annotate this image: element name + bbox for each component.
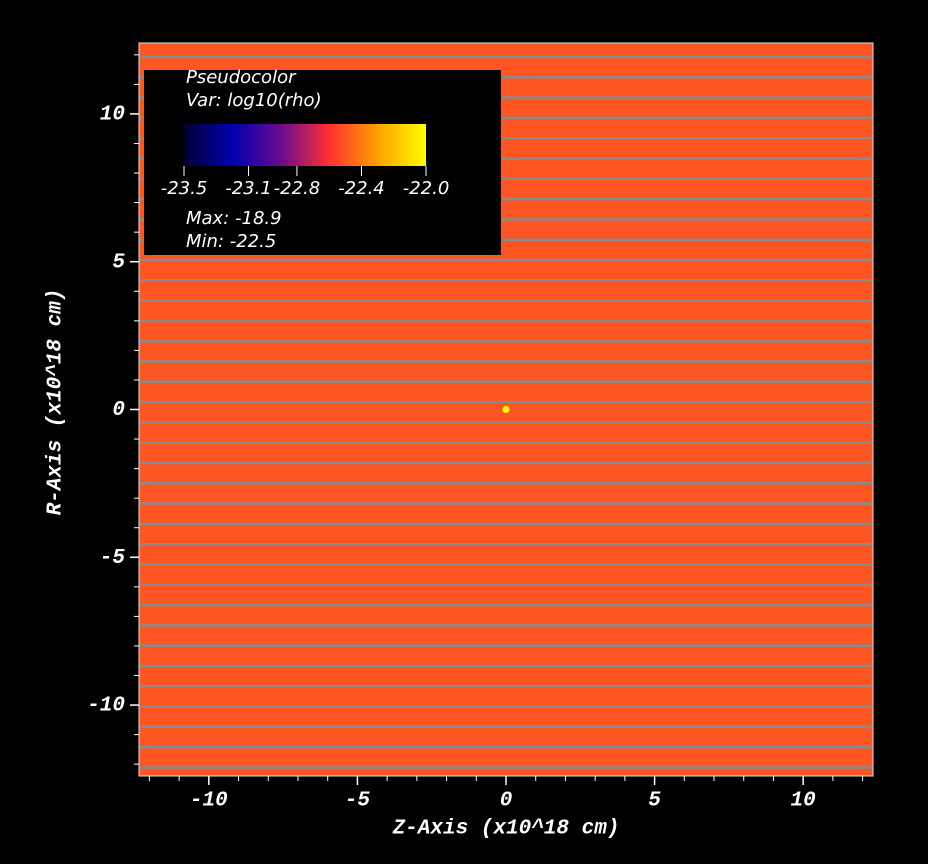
x-tick-label: 10 — [791, 790, 816, 813]
colorbar-tick-label: -22.4 — [338, 178, 385, 199]
legend-min: Min: -22.5 — [186, 231, 276, 252]
y-tick-label: 5 — [112, 251, 125, 274]
legend-variable: Var: log10(rho) — [186, 90, 322, 111]
y-tick-label: -10 — [87, 695, 125, 718]
legend-max: Max: -18.9 — [186, 208, 282, 229]
legend-title: Pseudocolor — [186, 67, 297, 88]
y-tick-label: 10 — [100, 103, 125, 126]
colorbar-tick-label: -22.8 — [274, 178, 321, 199]
colorbar-tick-label: -22.0 — [403, 178, 450, 199]
y-axis-label: R-Axis (x10^18 cm) — [45, 289, 68, 516]
x-tick-label: -10 — [190, 790, 228, 813]
x-tick-label: -5 — [345, 790, 371, 813]
x-axis-label: Z-Axis (x10^18 cm) — [392, 818, 620, 841]
colorbar-tick-label: -23.1 — [225, 178, 272, 199]
colorbar — [184, 124, 426, 166]
x-tick-label: 5 — [648, 790, 661, 813]
colorbar-tick-label: -23.5 — [161, 178, 208, 199]
y-tick-label: -5 — [100, 547, 126, 570]
point — [502, 406, 510, 413]
x-tick-label: 0 — [500, 790, 513, 813]
y-tick-label: 0 — [112, 399, 125, 422]
